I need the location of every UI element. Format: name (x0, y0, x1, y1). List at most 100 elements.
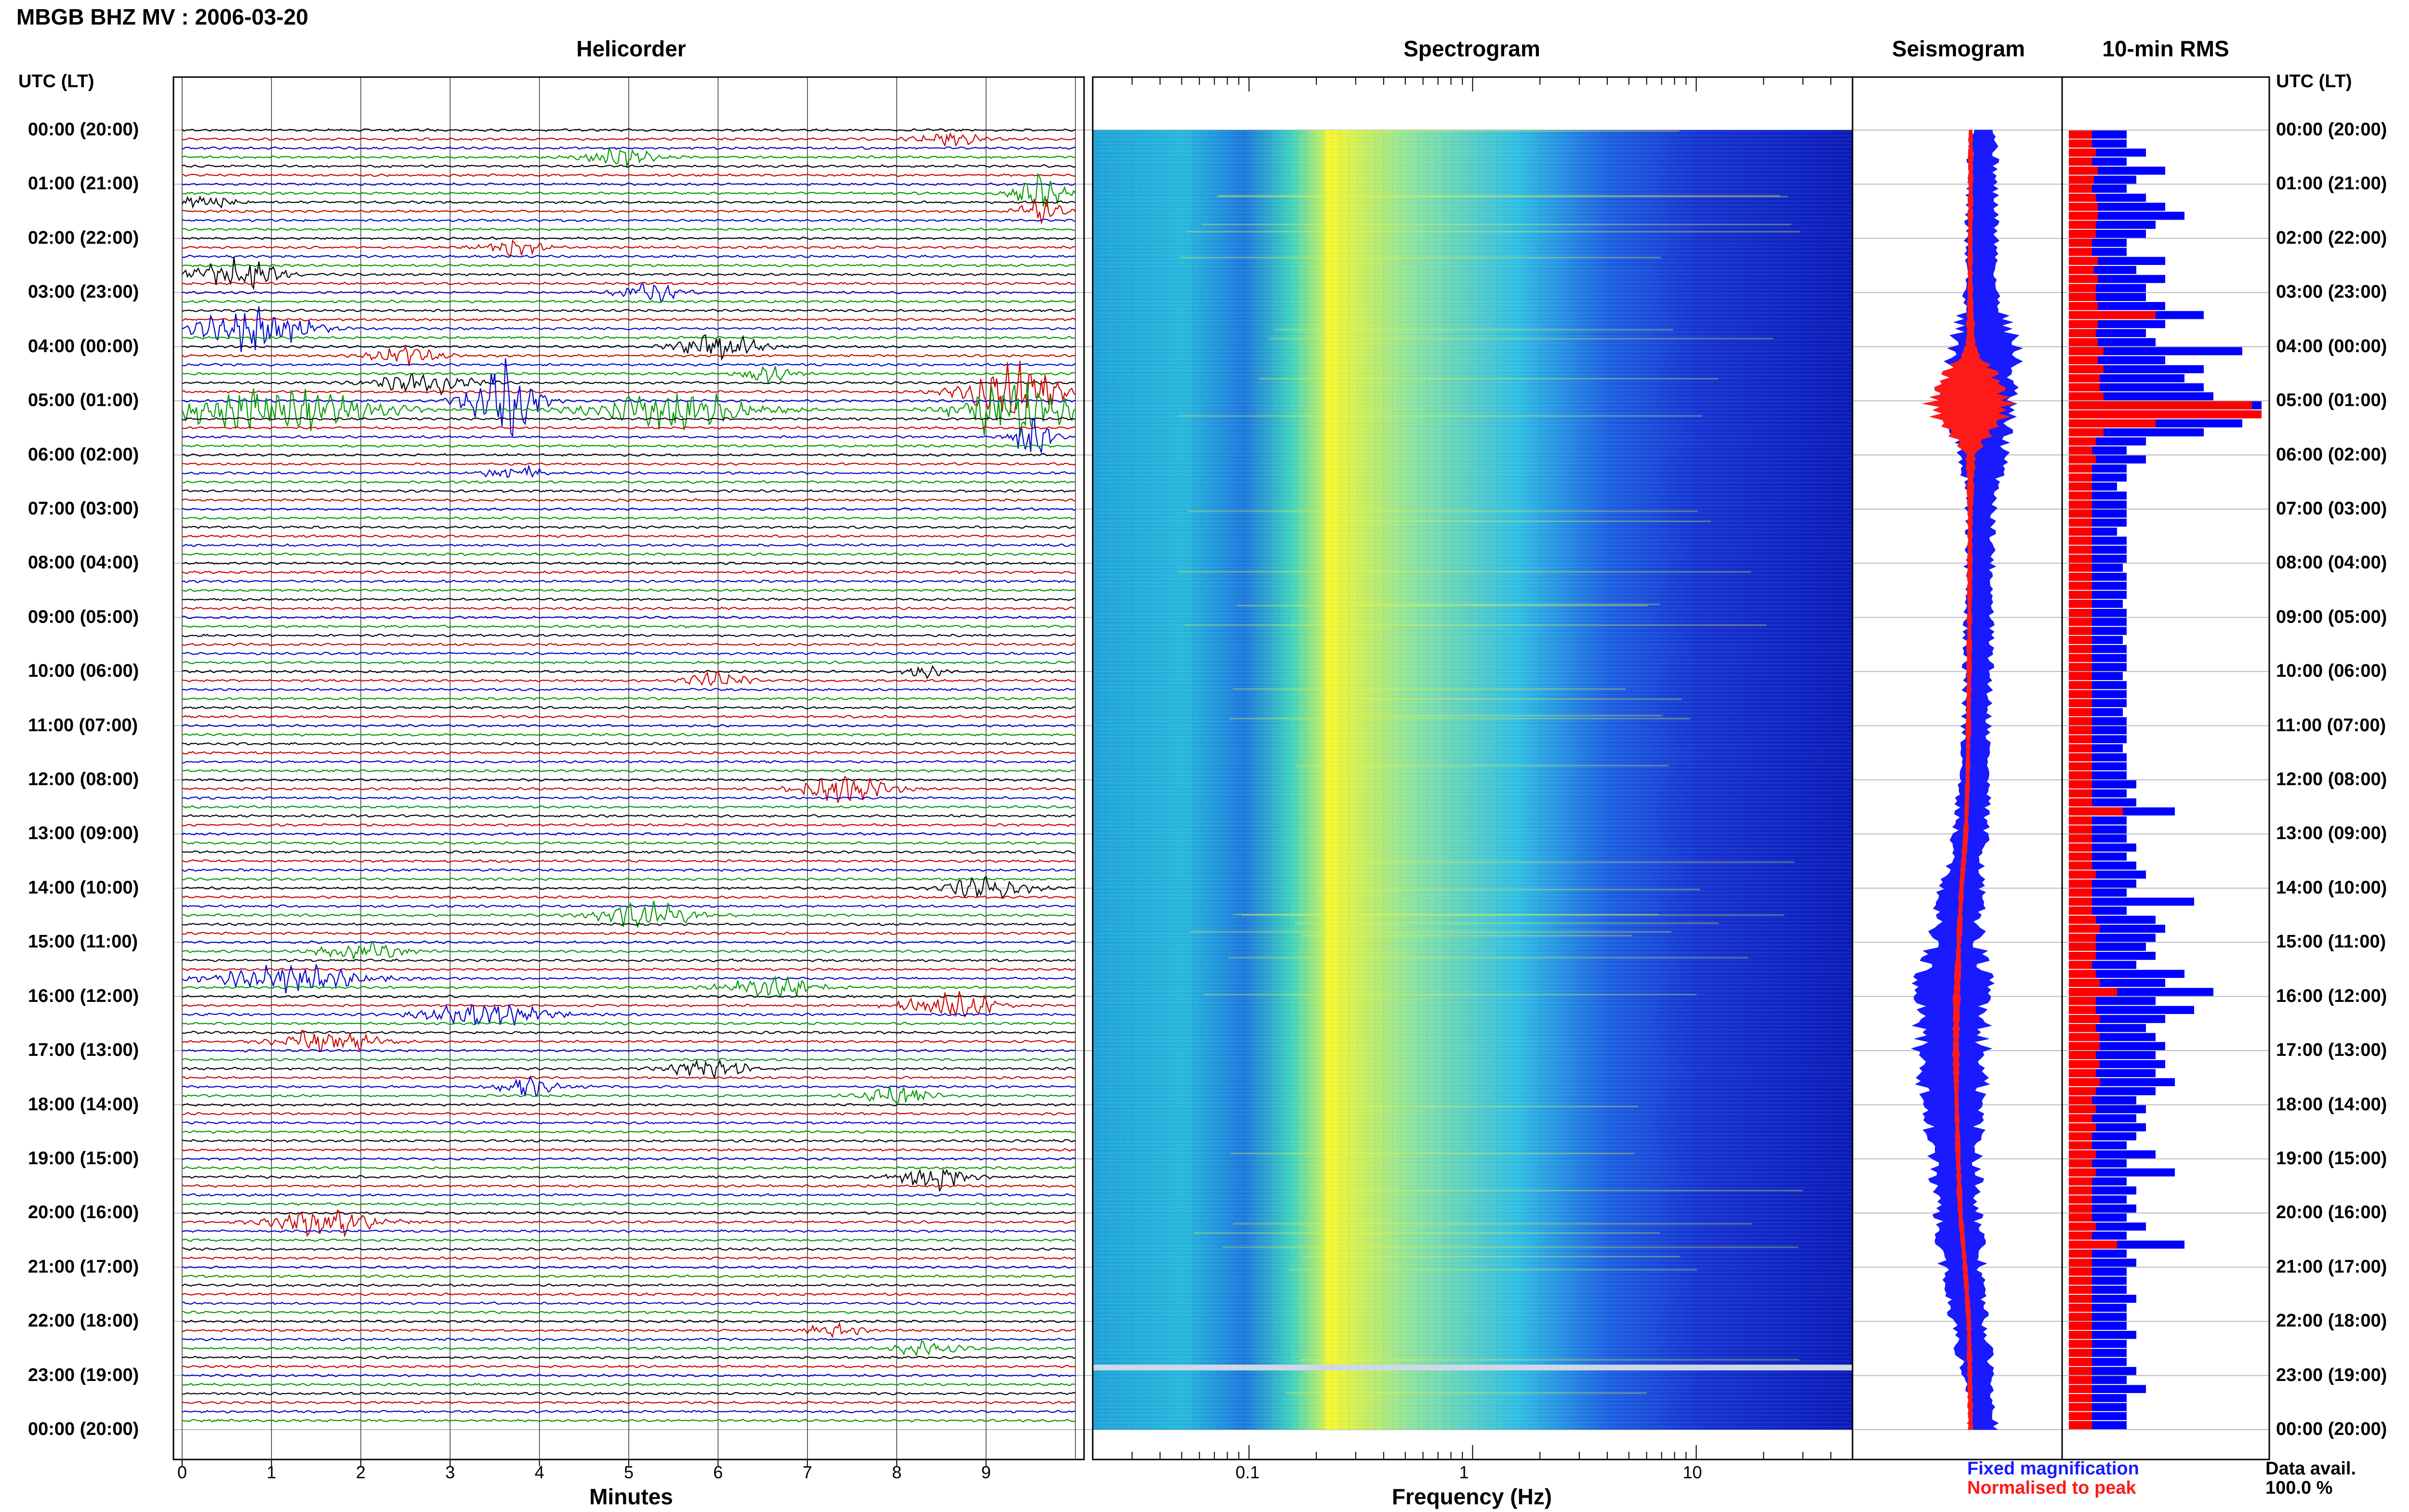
helicorder-trace (182, 300, 1076, 303)
helicorder-trace (182, 579, 1076, 583)
rms-bar (2069, 1141, 2092, 1150)
rms-bar (2069, 897, 2092, 906)
rms-bar (2069, 861, 2092, 870)
helicorder-trace (182, 195, 1076, 209)
rms-bar (2069, 446, 2092, 455)
helicorder-trace (182, 334, 1075, 361)
time-label-left: 04:00 (00:00) (28, 336, 139, 356)
rms-bar (2069, 1376, 2092, 1384)
seismogram-title: Seismogram (1892, 36, 2025, 61)
rms-bar (2069, 907, 2092, 915)
time-label-left: 17:00 (13:00) (28, 1040, 139, 1061)
rms-bar (2069, 248, 2092, 256)
helicorder-trace (182, 964, 1076, 994)
rms-bar (2069, 870, 2096, 879)
rms-bar (2069, 1340, 2092, 1348)
rms-bar (2069, 1349, 2092, 1357)
rms-bar (2069, 221, 2096, 229)
helicorder-trace (182, 606, 1075, 610)
rms-bar (2069, 1024, 2096, 1032)
rms-bar (2069, 960, 2092, 969)
helicorder-trace (182, 877, 1076, 881)
rms-bar (2069, 834, 2092, 843)
helicorder-trace (182, 507, 1076, 511)
time-label-right: 06:00 (02:00) (2276, 444, 2387, 465)
helicorder-trace (182, 516, 1076, 520)
helicorder-trace (182, 796, 1076, 800)
rms-bar (2069, 726, 2092, 735)
helicorder-trace (182, 1202, 1076, 1206)
helicorder-trace (182, 769, 1076, 773)
rms-bar (2069, 1060, 2100, 1068)
helicorder-trace (182, 651, 1076, 656)
time-label-left: 05:00 (01:00) (28, 390, 139, 411)
helicorder-trace (182, 697, 1076, 701)
time-label-left: 00:00 (20:00) (28, 1419, 139, 1439)
rms-bar (2069, 600, 2092, 608)
helicorder-trace (182, 778, 1075, 782)
rms-bar (2069, 383, 2204, 392)
helicorder-trace (182, 345, 1076, 366)
helicorder-trace (182, 714, 1076, 719)
time-label-right: 16:00 (12:00) (2276, 986, 2387, 1006)
helicorder-trace (182, 597, 1076, 602)
helicorder-trace (182, 723, 1076, 728)
rms-bar (2069, 518, 2092, 527)
helicorder-trace (182, 239, 1076, 256)
rms-bar (2069, 1276, 2092, 1285)
helicorder-trace (182, 1148, 1076, 1152)
helicorder-trace (182, 1085, 1076, 1105)
spectrogram-title: Spectrogram (1403, 36, 1540, 61)
rms-bar (2069, 591, 2092, 599)
time-label-left: 01:00 (21:00) (28, 173, 139, 194)
time-label-right: 00:00 (20:00) (2276, 119, 2387, 140)
rms-bar (2069, 970, 2096, 978)
helicorder-trace (182, 1265, 1076, 1269)
rms-bar (2069, 275, 2098, 283)
helicorder-trace (182, 257, 1076, 290)
rms-bar (2069, 1412, 2092, 1420)
helicorder-trace (182, 805, 1076, 809)
helicorder-trace (182, 570, 1075, 574)
helicorder-trace (182, 363, 1076, 367)
time-label-left: 00:00 (20:00) (28, 119, 139, 140)
rms-bar (2069, 897, 2194, 906)
helicorder-trace (182, 776, 1076, 803)
rms-bar (2069, 1204, 2092, 1213)
helicorder-trace (182, 1400, 1076, 1405)
helicorder-xlabel: Minutes (589, 1484, 673, 1509)
rms-bar (2069, 401, 2252, 409)
time-label-right: 15:00 (11:00) (2276, 932, 2386, 952)
rms-bar (2069, 654, 2092, 662)
helicorder-trace (182, 991, 1076, 1018)
helicorder-trace (182, 1419, 1076, 1423)
time-label-left: 06:00 (02:00) (28, 444, 139, 465)
helicorder-trace (182, 1076, 1076, 1080)
helicorder-trace (182, 1310, 1076, 1315)
rms-bar (2069, 509, 2092, 518)
helicorder-trace (182, 1168, 1076, 1193)
rms-bar (2069, 951, 2096, 960)
rms-bar (2069, 1150, 2096, 1158)
rms-bar (2069, 843, 2092, 852)
rms-bar (2069, 347, 2104, 355)
time-label-left: 22:00 (18:00) (28, 1311, 139, 1331)
helicorder-tick-label: 0 (177, 1462, 187, 1482)
helicorder-trace (182, 706, 1076, 710)
rms-bar (2069, 419, 2156, 428)
time-label-right: 01:00 (21:00) (2276, 173, 2387, 194)
helicorder-trace (182, 1103, 1076, 1107)
helicorder-trace (182, 1166, 1076, 1170)
rms-bar (2069, 1249, 2092, 1258)
rms-bar (2069, 627, 2092, 635)
helicorder-trace (182, 1292, 1076, 1296)
rms-bar (2069, 1186, 2092, 1195)
helicorder-trace (182, 173, 1076, 177)
panel-frame (2061, 76, 2270, 1460)
helicorder-trace (182, 373, 1076, 396)
rms-bar (2069, 916, 2096, 924)
rms-bar (2069, 970, 2184, 978)
legend-normalised-to-peak: Normalised to peak (1967, 1478, 2136, 1498)
helicorder-trace (182, 1337, 1076, 1341)
time-label-left: 13:00 (09:00) (28, 823, 139, 844)
